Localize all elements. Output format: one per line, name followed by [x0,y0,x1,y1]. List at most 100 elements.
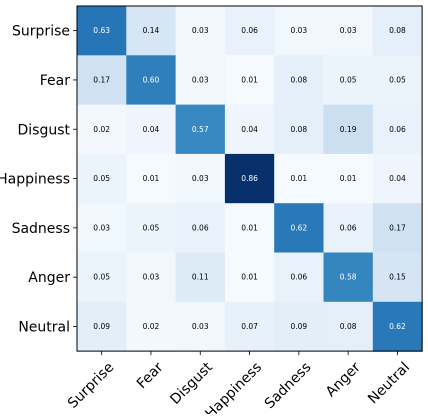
cell-value-label: 0.03 [192,26,209,35]
heatmap-cell [372,55,423,106]
cell-value-label: 0.05 [93,273,110,282]
heatmap-cell [323,6,374,56]
cell-value-label: 0.05 [340,75,357,84]
heatmap-cell [126,252,177,303]
heatmap-cell [323,55,374,106]
cell-value-label: 0.08 [290,125,307,134]
cell-value-label: 0.03 [192,322,209,331]
cell-value-label: 0.01 [241,273,258,282]
heatmap-cell [372,6,423,56]
heatmap-cell [224,6,275,56]
heatmap-cell [224,104,275,155]
y-tick-label: Happiness [0,172,70,188]
heatmap-cell [274,6,325,56]
heatmap-cell [323,153,374,204]
x-tick-label: Sadness [262,359,315,412]
y-axis: Surprise Fear Disgust Happiness Sadness Anger… [0,24,77,335]
y-tick-label: Anger [28,270,70,286]
heatmap-cell [323,301,374,352]
cell-value-label: 0.05 [93,174,110,183]
heatmap-cell [126,301,177,352]
cell-value-label: 0.08 [290,75,307,84]
x-tick-label: Anger [323,359,364,400]
heatmap-cell [77,203,127,254]
cell-value-label: 0.15 [389,273,406,282]
heatmap-cell [126,104,177,155]
heatmap-cell [224,153,275,204]
heatmap-cell [372,301,423,352]
cell-value-label: 0.07 [241,322,258,331]
heatmap-cell [77,301,127,352]
heatmap-cell [126,153,177,204]
heatmap-cell [372,252,423,303]
heatmap-cell [77,55,127,106]
cell-value-label: 0.06 [340,223,357,232]
cell-value-label: 0.06 [192,223,209,232]
cell-value-label: 0.05 [143,223,160,232]
cell-value-label: 0.86 [241,174,258,183]
cell-value-label: 0.03 [192,174,209,183]
heatmap-cell [323,252,374,303]
cell-value-label: 0.01 [143,174,160,183]
heatmap-cell [175,153,226,204]
heatmap-cell [175,6,226,56]
cell-value-label: 0.11 [192,273,209,282]
heatmap-cell [126,6,177,56]
y-tick-label: Sadness [12,221,70,237]
cell-value-label: 0.63 [93,26,110,35]
cell-value-label: 0.03 [340,26,357,35]
cell-value-label: 0.60 [143,75,160,84]
cell-value-label: 0.04 [143,125,160,134]
cell-value-label: 0.57 [192,125,209,134]
y-tick-label: Neutral [18,319,70,335]
heatmap-cell [126,203,177,254]
cell-value-label: 0.03 [143,273,160,282]
heatmap-cell-labels: 0.63 0.14 0.03 0.06 0.03 0.03 0.08 0.17 0.60 0.03… [93,26,406,331]
cell-value-label: 0.14 [143,26,160,35]
cell-value-label: 0.19 [340,125,357,134]
heatmap-cells [77,6,423,352]
heatmap-cell [77,104,127,155]
heatmap-cell [274,252,325,303]
heatmap-cell [126,55,177,106]
cell-value-label: 0.05 [389,75,406,84]
y-tick-label: Fear [40,73,70,89]
cell-value-label: 0.06 [290,273,307,282]
heatmap-cell [175,252,226,303]
plot-frame [76,5,423,352]
cell-value-label: 0.03 [192,75,209,84]
cell-value-label: 0.04 [241,125,258,134]
heatmap-cell [224,203,275,254]
cell-value-label: 0.09 [290,322,307,331]
cell-value-label: 0.62 [389,322,406,331]
cell-value-label: 0.01 [340,174,357,183]
cell-value-label: 0.17 [389,223,406,232]
heatmap-cell [372,104,423,155]
x-tick-label: Neutral [365,359,413,407]
heatmap-cell [175,55,226,106]
heatmap-cell [323,104,374,155]
heatmap-cell [224,252,275,303]
heatmap-cell [175,203,226,254]
cell-value-label: 0.03 [93,223,110,232]
cell-value-label: 0.08 [340,322,357,331]
heatmap-cell [372,203,423,254]
heatmap-cell [274,301,325,352]
cell-value-label: 0.02 [143,322,160,331]
cell-value-label: 0.03 [290,26,307,35]
heatmap-cell [224,301,275,352]
cell-value-label: 0.06 [241,26,258,35]
cell-value-label: 0.17 [93,75,110,84]
cell-value-label: 0.02 [93,125,110,134]
heatmap-cell [224,55,275,106]
cell-value-label: 0.06 [389,125,406,134]
cell-value-label: 0.01 [241,223,258,232]
heatmap-cell [274,55,325,106]
x-tick-label: Disgust [167,359,216,408]
heatmap-cell [77,6,127,56]
heatmap-cell [372,153,423,204]
cell-value-label: 0.04 [389,174,406,183]
